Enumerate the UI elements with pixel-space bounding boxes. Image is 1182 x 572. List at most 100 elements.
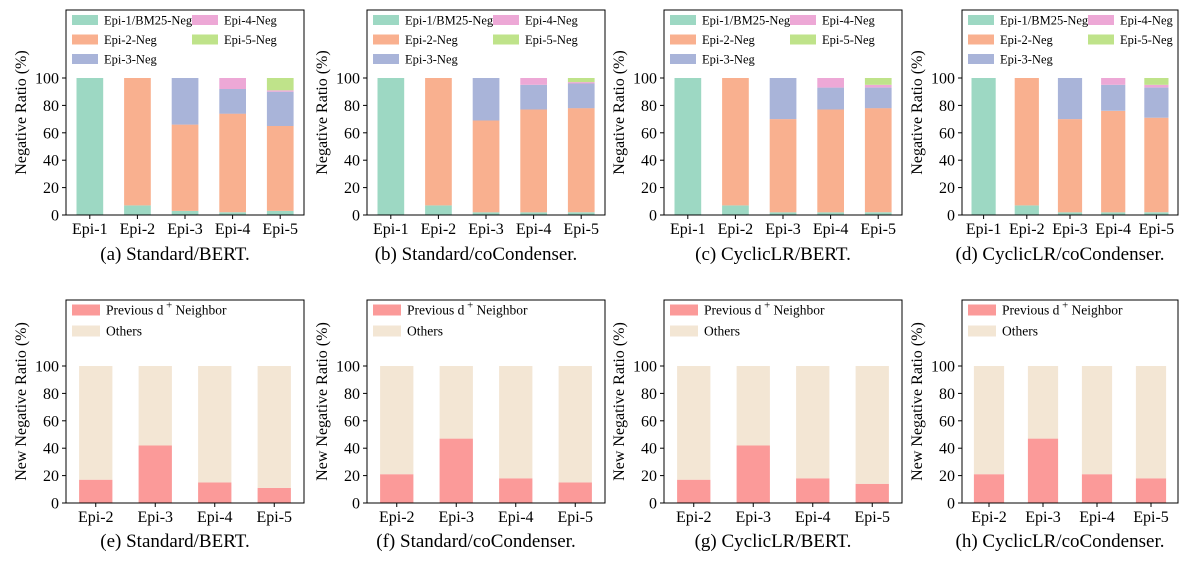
y-tick-label: 60 bbox=[939, 125, 955, 142]
y-tick-label: 60 bbox=[939, 413, 955, 430]
legend-label-epi-3-neg: Epi-3-Neg bbox=[702, 53, 756, 67]
y-tick-label: 60 bbox=[641, 125, 657, 142]
bar-others-epi-5 bbox=[558, 366, 592, 483]
bar-epi-2-neg-epi-4 bbox=[1101, 110, 1126, 213]
bar-epi-1-bm25-neg-epi-2 bbox=[425, 205, 452, 215]
bar-epi-3-neg-epi-3 bbox=[472, 78, 500, 121]
legend-swatch-epi-2-neg bbox=[968, 34, 994, 45]
bar-epi-4-neg-epi-5 bbox=[266, 90, 294, 92]
x-tick-label: Epi-4 bbox=[1095, 221, 1131, 238]
x-tick-label: Epi-3 bbox=[167, 221, 203, 238]
legend-label-epi-2-neg: Epi-2-Neg bbox=[702, 33, 756, 47]
y-tick-label: 20 bbox=[641, 468, 657, 485]
legend-label-previous-d-neighbor: Previous d + Neighbor bbox=[1002, 300, 1123, 318]
bar-others-epi-3 bbox=[138, 366, 172, 446]
bar-epi-1-bm25-neg-epi-2 bbox=[124, 205, 151, 215]
x-tick-label: Epi-4 bbox=[215, 221, 251, 238]
bar-epi-2-neg-epi-2 bbox=[1014, 78, 1039, 206]
y-tick-label: 60 bbox=[344, 125, 360, 142]
legend-swatch-others bbox=[72, 325, 100, 337]
y-tick-label: 0 bbox=[352, 208, 360, 225]
legend-label-epi-1-bm25-neg: Epi-1/BM25-Neg bbox=[405, 14, 494, 28]
bar-epi-4-neg-epi-4 bbox=[1101, 78, 1126, 85]
x-tick-label: Epi-5 bbox=[262, 221, 298, 238]
bar-epi-1-bm25-neg-epi-5 bbox=[864, 212, 892, 215]
bar-epi-1-bm25-neg-epi-2 bbox=[722, 205, 749, 215]
x-tick-label: Epi-3 bbox=[438, 509, 474, 526]
x-tick-label: Epi-3 bbox=[1052, 221, 1088, 238]
legend-label-epi-3-neg: Epi-3-Neg bbox=[1000, 53, 1054, 67]
y-axis-label: New Negative Ratio (%) bbox=[909, 322, 926, 481]
legend-swatch-previous-d-neighbor bbox=[670, 304, 698, 316]
bar-epi-1-bm25-neg-epi-3 bbox=[1057, 212, 1083, 215]
legend-label-epi-5-neg: Epi-5-Neg bbox=[1120, 33, 1174, 47]
bar-others-epi-2 bbox=[677, 366, 711, 480]
subfigure-caption: (e) Standard/BERT. bbox=[100, 531, 250, 552]
y-tick-label: 60 bbox=[344, 413, 360, 430]
x-tick-label: Epi-4 bbox=[516, 221, 552, 238]
bar-others-epi-5 bbox=[1135, 366, 1167, 479]
y-tick-label: 40 bbox=[641, 153, 657, 170]
bar-epi-1-bm25-neg-epi-1 bbox=[377, 78, 405, 215]
x-tick-label: Epi-1 bbox=[670, 221, 706, 238]
bar-epi-3-neg-epi-5 bbox=[567, 83, 595, 109]
bar-epi-1-bm25-neg-epi-4 bbox=[1101, 212, 1126, 215]
x-tick-label: Epi-5 bbox=[854, 509, 890, 526]
bar-epi-4-neg-epi-5 bbox=[1144, 84, 1169, 88]
bar-epi-3-neg-epi-4 bbox=[219, 89, 246, 114]
x-tick-label: Epi-2 bbox=[718, 221, 754, 238]
x-tick-label: Epi-1 bbox=[966, 221, 1002, 238]
legend-label-epi-1-bm25-neg: Epi-1/BM25-Neg bbox=[1000, 14, 1089, 28]
legend-swatch-epi-2-neg bbox=[72, 34, 98, 45]
y-axis-label: New Negative Ratio (%) bbox=[611, 322, 628, 481]
y-tick-label: 40 bbox=[43, 441, 59, 458]
x-tick-label: Epi-2 bbox=[1009, 221, 1045, 238]
axes-frame bbox=[663, 9, 903, 216]
bar-previous-d-neighbor-epi-3 bbox=[138, 445, 172, 503]
legend-swatch-epi-1-bm25-neg bbox=[968, 15, 994, 25]
legend-swatch-epi-2-neg bbox=[373, 34, 399, 45]
bar-epi-1-bm25-neg-epi-3 bbox=[472, 212, 500, 215]
axes-frame bbox=[366, 299, 606, 504]
bar-epi-4-neg-epi-4 bbox=[817, 78, 844, 88]
legend-swatch-epi-3-neg bbox=[670, 54, 696, 64]
bar-epi-5-neg-epi-5 bbox=[1144, 78, 1169, 85]
bar-epi-2-neg-epi-2 bbox=[124, 78, 151, 206]
legend-label-epi-2-neg: Epi-2-Neg bbox=[1000, 33, 1054, 47]
y-tick-label: 100 bbox=[633, 71, 657, 88]
legend-swatch-epi-4-neg bbox=[192, 15, 218, 25]
y-tick-label: 40 bbox=[43, 153, 59, 170]
legend-swatch-others bbox=[373, 325, 401, 337]
bar-others-epi-3 bbox=[736, 366, 770, 446]
y-axis-label: Negative Ratio (%) bbox=[611, 50, 628, 174]
bar-epi-1-bm25-neg-epi-3 bbox=[769, 212, 797, 215]
x-tick-label: Epi-3 bbox=[765, 221, 801, 238]
y-tick-label: 80 bbox=[939, 98, 955, 115]
x-tick-label: Epi-5 bbox=[563, 221, 599, 238]
legend-swatch-epi-4-neg bbox=[790, 15, 816, 25]
subfigure-caption: (c) CyclicLR/BERT. bbox=[695, 244, 851, 265]
bar-epi-4-neg-epi-4 bbox=[219, 78, 246, 89]
legend-swatch-epi-2-neg bbox=[670, 34, 696, 45]
bar-previous-d-neighbor-epi-2 bbox=[380, 474, 414, 503]
y-tick-label: 40 bbox=[344, 441, 360, 458]
subfigure-caption: (b) Standard/coCondenser. bbox=[374, 244, 578, 265]
bar-previous-d-neighbor-epi-2 bbox=[677, 479, 711, 503]
y-tick-label: 20 bbox=[939, 468, 955, 485]
x-tick-label: Epi-2 bbox=[78, 509, 114, 526]
y-tick-label: 20 bbox=[43, 180, 59, 197]
legend-label-epi-4-neg: Epi-4-Neg bbox=[525, 14, 579, 28]
legend-swatch-previous-d-neighbor bbox=[968, 304, 996, 316]
y-axis-label: New Negative Ratio (%) bbox=[314, 322, 331, 481]
bar-epi-1-bm25-neg-epi-5 bbox=[266, 210, 294, 215]
legend-label-epi-4-neg: Epi-4-Neg bbox=[822, 14, 876, 28]
legend-label-others: Others bbox=[407, 324, 443, 339]
